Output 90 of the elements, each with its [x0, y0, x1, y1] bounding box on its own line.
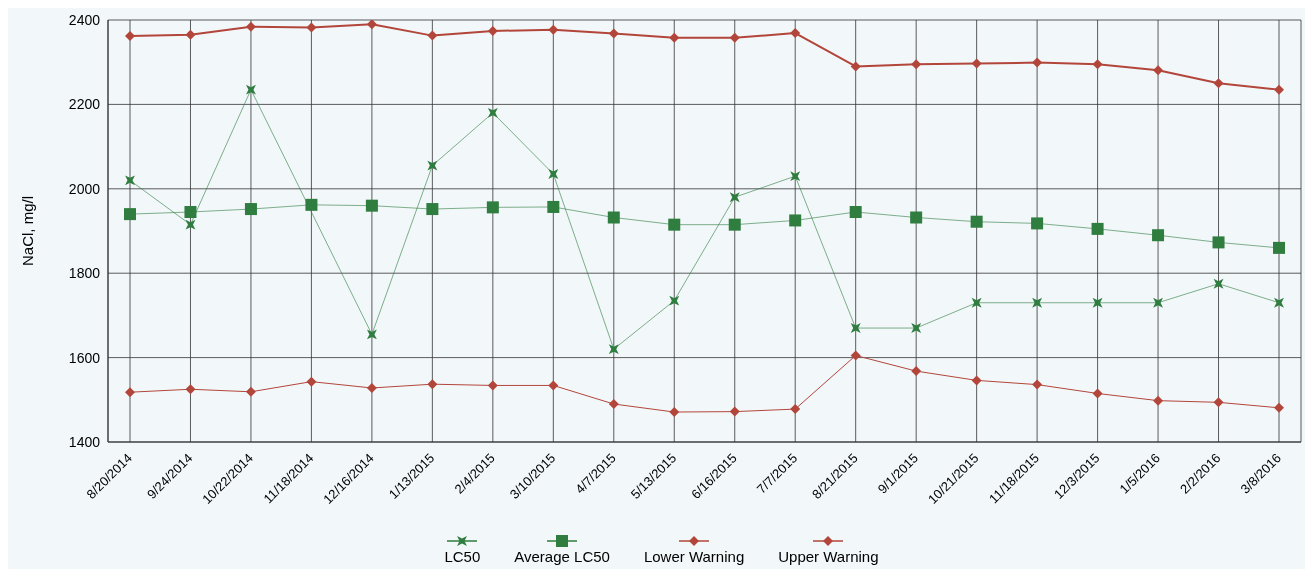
point — [366, 20, 377, 30]
point — [486, 201, 499, 214]
point — [245, 21, 256, 32]
point — [366, 382, 377, 393]
point — [1032, 57, 1043, 68]
point — [608, 399, 619, 410]
point — [1213, 78, 1224, 89]
point — [548, 380, 559, 391]
point — [669, 295, 680, 306]
point — [184, 206, 197, 219]
point — [487, 107, 498, 118]
y-tick-label: 1800 — [68, 265, 101, 282]
point — [548, 24, 559, 35]
point — [1274, 84, 1284, 95]
legend-label: Average LC50 — [514, 548, 610, 565]
point — [970, 215, 983, 228]
point — [306, 376, 317, 387]
y-tick-label: 2000 — [68, 180, 101, 197]
point — [790, 404, 801, 415]
point — [548, 169, 559, 179]
point — [728, 218, 741, 231]
point — [427, 160, 438, 171]
y-tick-label: 2200 — [68, 96, 101, 113]
point — [1212, 236, 1225, 249]
point — [790, 171, 801, 182]
point — [1213, 278, 1224, 289]
point — [1092, 59, 1103, 70]
legend-label: Upper Warning — [778, 548, 879, 565]
point — [1032, 297, 1043, 308]
point — [1273, 241, 1285, 254]
point — [1092, 388, 1103, 399]
point — [125, 387, 135, 398]
point — [487, 25, 498, 36]
point — [669, 407, 680, 418]
point — [244, 203, 257, 216]
point — [850, 61, 861, 72]
legend-label: LC50 — [444, 548, 481, 565]
point — [487, 380, 498, 391]
y-tick-label: 1400 — [68, 433, 101, 450]
point — [125, 175, 135, 186]
point — [1152, 229, 1165, 242]
point — [1153, 65, 1164, 76]
point — [305, 198, 318, 211]
point — [1153, 297, 1163, 308]
point — [790, 28, 801, 39]
point — [1091, 222, 1104, 235]
point — [729, 192, 740, 203]
point — [1092, 297, 1103, 308]
point — [850, 323, 861, 334]
point — [427, 30, 438, 41]
y-tick-label: 1600 — [68, 349, 101, 366]
point — [366, 329, 377, 340]
point — [911, 366, 922, 377]
point — [1213, 397, 1224, 408]
point — [185, 219, 196, 230]
point — [850, 350, 861, 361]
point — [668, 218, 681, 231]
point — [971, 297, 982, 308]
point — [547, 200, 560, 213]
point — [1274, 297, 1284, 308]
point — [971, 58, 982, 69]
legend-label: Lower Warning — [643, 548, 745, 565]
point — [608, 28, 619, 39]
point — [849, 206, 862, 219]
point — [789, 214, 802, 227]
point — [1031, 217, 1044, 230]
point — [910, 211, 923, 224]
point — [669, 32, 680, 43]
point — [246, 84, 256, 95]
point — [426, 203, 439, 216]
y-tick-label: 2400 — [68, 11, 101, 28]
point — [1274, 402, 1284, 413]
point — [971, 375, 982, 386]
y-axis-title: NaCl, mg/l — [19, 195, 37, 267]
point — [608, 344, 619, 355]
point — [729, 32, 740, 43]
point — [1153, 395, 1164, 406]
point — [125, 31, 135, 42]
point — [306, 22, 317, 33]
point — [1032, 379, 1043, 390]
point — [185, 384, 196, 395]
point — [365, 199, 378, 212]
point — [729, 406, 740, 417]
point — [124, 208, 136, 221]
point — [427, 379, 438, 390]
point — [911, 59, 922, 70]
point — [245, 386, 256, 397]
point — [185, 29, 196, 40]
point — [911, 323, 922, 334]
point — [607, 211, 620, 224]
